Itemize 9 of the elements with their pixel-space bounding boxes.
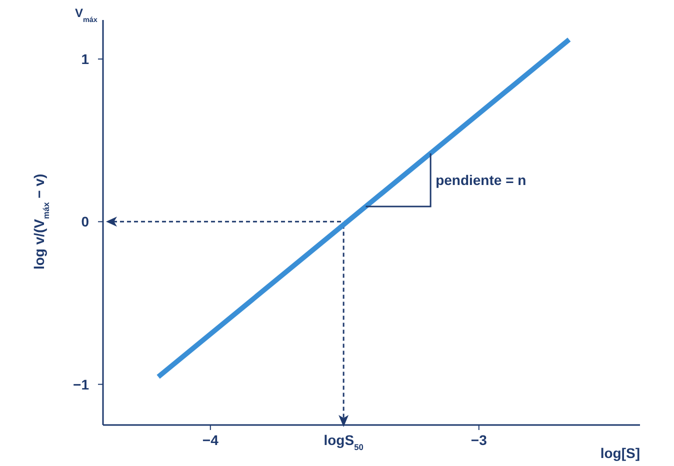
ref-line-label: logS$_{50}$: [324, 432, 364, 452]
y-tick-label: 1: [81, 51, 90, 68]
y-tick-label: 0: [81, 214, 90, 230]
x-tick-label: −4: [202, 432, 219, 448]
text: V$_{máx}$: [75, 6, 98, 24]
x-axis-title: log[S]: [600, 445, 640, 461]
annotation: pendiente = n: [436, 172, 526, 188]
x-tick-label: −3: [470, 432, 488, 448]
y-tick-label: −1: [73, 376, 90, 392]
